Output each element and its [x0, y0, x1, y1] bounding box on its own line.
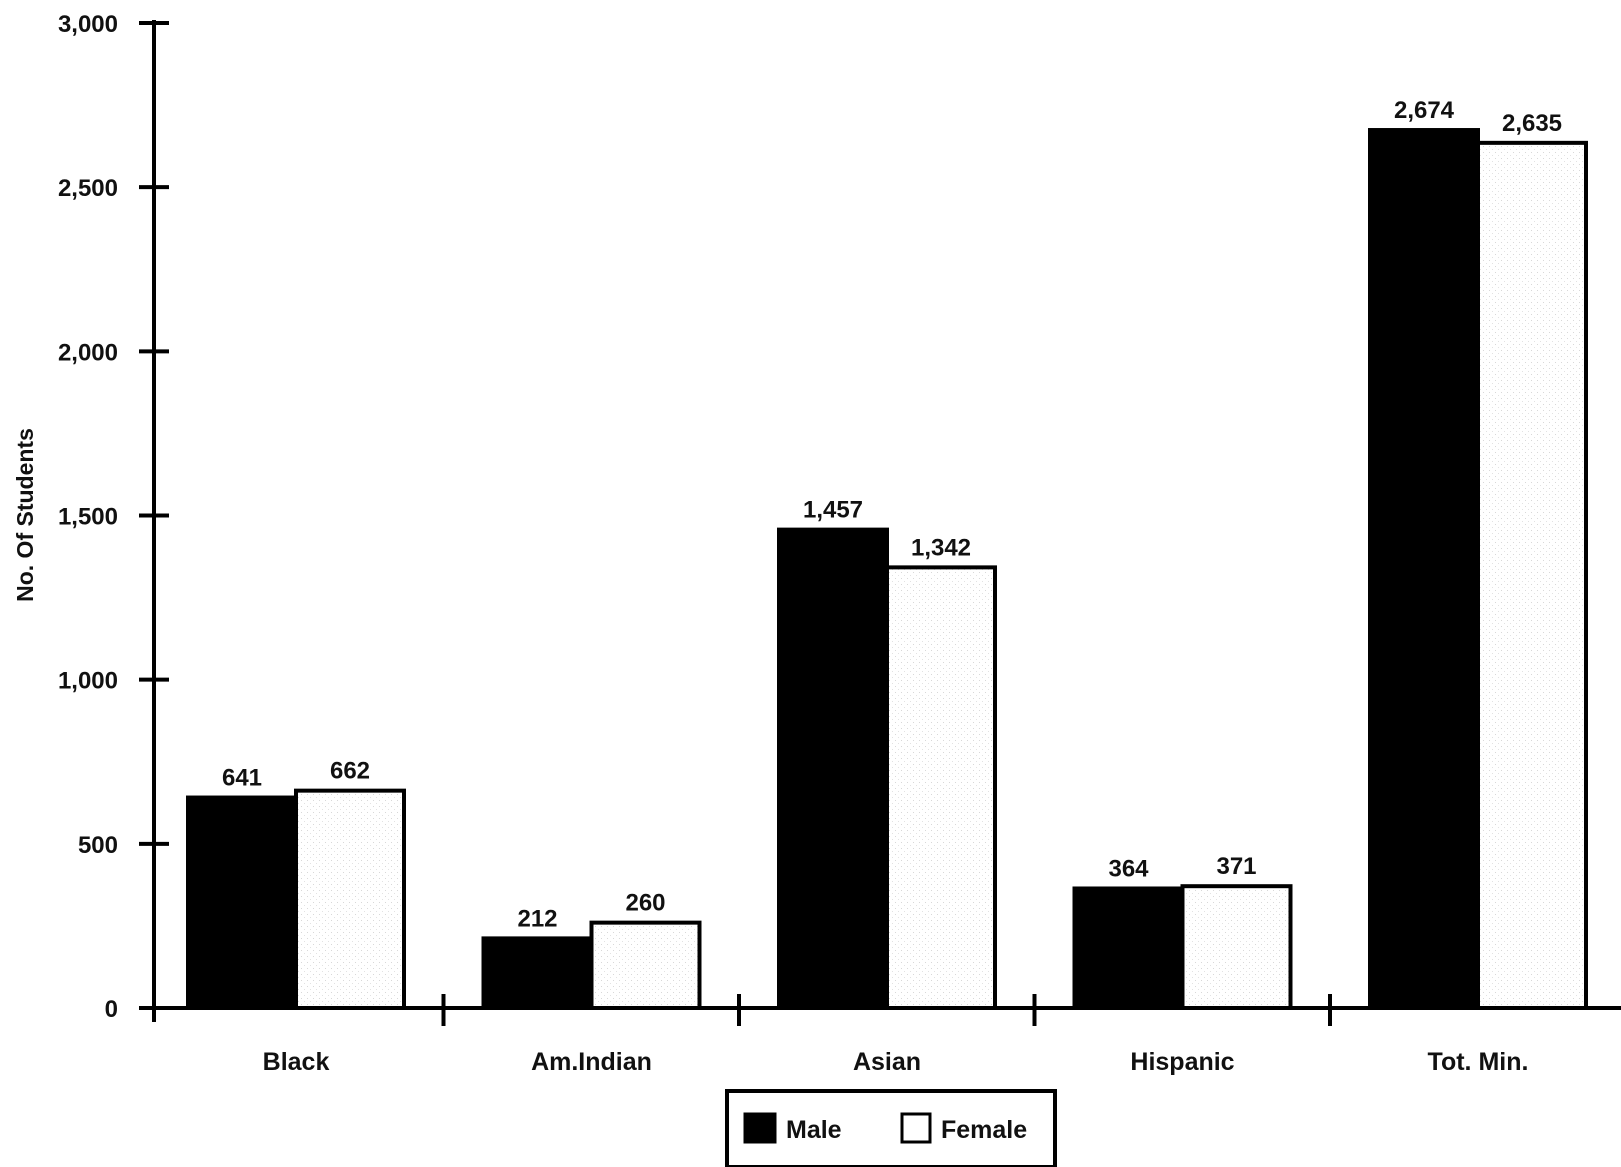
y-tick-label: 500: [78, 832, 118, 859]
y-tick-label: 1,500: [58, 504, 118, 531]
data-label-male: 364: [1108, 855, 1149, 882]
bar-female-asian: [885, 565, 997, 1010]
legend: Male Female: [725, 1089, 1057, 1167]
y-tick-label: 2,000: [58, 339, 118, 366]
category-label: Hispanic: [1130, 1048, 1234, 1076]
category-label: Am.Indian: [531, 1048, 652, 1076]
data-label-male: 2,674: [1394, 97, 1455, 124]
bar-female-am-indian: [589, 920, 702, 1011]
legend-swatch-female: [900, 1112, 932, 1144]
y-tick-label: 2,500: [58, 175, 118, 202]
data-label-male: 1,457: [803, 497, 863, 524]
data-label-female: 2,635: [1502, 110, 1562, 137]
legend-label-male: Male: [786, 1116, 842, 1144]
data-label-female: 662: [330, 758, 370, 785]
y-tick-label: 1,000: [58, 668, 118, 695]
data-label-male: 641: [222, 765, 262, 792]
y-axis-title: No. Of Students: [12, 428, 38, 602]
bar-male-asian: [777, 527, 889, 1010]
bars: [186, 128, 1588, 1011]
legend-label-female: Female: [941, 1116, 1027, 1144]
category-label: Asian: [853, 1048, 921, 1076]
bar-female-tot-min-: [1476, 140, 1588, 1010]
bar-male-black: [186, 795, 298, 1010]
data-label-female: 1,342: [911, 534, 971, 561]
bar-male-hispanic: [1072, 886, 1185, 1011]
bar-male-am-indian: [481, 936, 594, 1010]
bar-male-tot-min-: [1368, 128, 1480, 1010]
bar-female-black: [294, 788, 406, 1010]
legend-swatch-male: [743, 1112, 777, 1144]
data-label-male: 212: [517, 905, 557, 932]
y-tick-label: 0: [105, 996, 118, 1023]
labels: 641 662 Black 212 260 Am.Indian 1,457 1,342 Asia…: [222, 97, 1562, 1076]
category-label: Black: [263, 1048, 330, 1076]
data-label-female: 371: [1216, 853, 1256, 880]
data-label-female: 260: [625, 890, 665, 917]
category-label: Tot. Min.: [1428, 1048, 1529, 1076]
bar-female-hispanic: [1180, 884, 1293, 1011]
y-tick-label: 3,000: [58, 11, 118, 38]
legend-frame: [725, 1089, 1057, 1167]
